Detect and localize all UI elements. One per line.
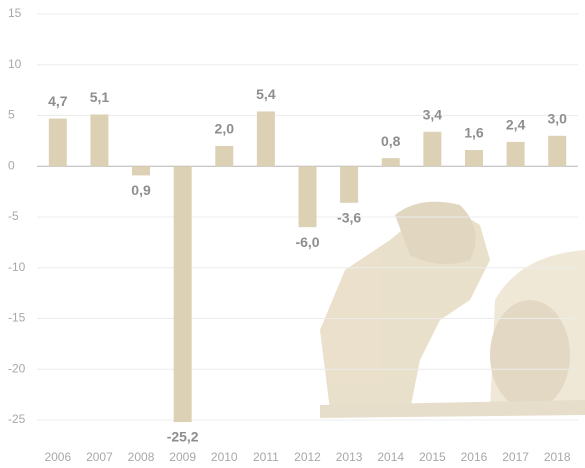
x-tick-label: 2018 bbox=[544, 450, 571, 464]
y-tick-label: -20 bbox=[8, 361, 26, 375]
x-tick-label: 2010 bbox=[211, 450, 238, 464]
x-tick-label: 2006 bbox=[44, 450, 71, 464]
y-tick-label: 5 bbox=[8, 108, 15, 122]
chart: -25 -20 -15 -10 -5 0 5 10 15 2006 4,7 2007 5,1 2008 0,… bbox=[0, 0, 585, 468]
x-tick-label: 2012 bbox=[294, 450, 321, 464]
value-label: -25,2 bbox=[167, 429, 199, 445]
y-tick-label: 0 bbox=[8, 158, 15, 172]
bar bbox=[49, 119, 67, 167]
x-tick-label: 2009 bbox=[169, 450, 196, 464]
x-tick-label: 2011 bbox=[253, 450, 279, 464]
value-label: 2,0 bbox=[215, 121, 235, 137]
value-label: 5,1 bbox=[90, 89, 110, 105]
bar bbox=[257, 111, 275, 166]
bar bbox=[132, 166, 150, 175]
value-label: 0,9 bbox=[131, 182, 151, 198]
y-tick-label: 10 bbox=[8, 57, 22, 71]
x-tick-label: 2015 bbox=[419, 450, 446, 464]
value-label: 0,8 bbox=[381, 133, 401, 149]
value-label: -6,0 bbox=[295, 234, 319, 250]
bar bbox=[299, 166, 317, 227]
y-tick-label: -10 bbox=[8, 260, 26, 274]
bar bbox=[174, 166, 192, 422]
bar bbox=[423, 132, 441, 167]
bar bbox=[382, 158, 400, 166]
bar bbox=[507, 142, 525, 166]
x-tick-label: 2013 bbox=[336, 450, 363, 464]
value-label: 2,4 bbox=[506, 117, 526, 133]
bar bbox=[465, 150, 483, 166]
value-label: 1,6 bbox=[464, 125, 484, 141]
y-tick-label: 15 bbox=[8, 6, 22, 20]
y-tick-label: -25 bbox=[8, 412, 26, 426]
bar bbox=[340, 166, 358, 203]
x-tick-label: 2016 bbox=[461, 450, 488, 464]
background-illustration bbox=[320, 202, 585, 418]
x-tick-label: 2008 bbox=[128, 450, 155, 464]
bar bbox=[548, 136, 566, 166]
y-tick-label: -15 bbox=[8, 311, 26, 325]
value-label: 4,7 bbox=[48, 93, 68, 109]
value-label: 3,0 bbox=[547, 111, 567, 127]
value-label: 3,4 bbox=[423, 106, 443, 122]
value-label: 5,4 bbox=[256, 86, 276, 102]
bar bbox=[215, 146, 233, 166]
x-tick-label: 2014 bbox=[377, 450, 404, 464]
x-tick-label: 2017 bbox=[502, 450, 529, 464]
y-tick-label: -5 bbox=[8, 209, 19, 223]
value-label: -3,6 bbox=[337, 209, 361, 225]
bar bbox=[90, 114, 108, 166]
x-tick-label: 2007 bbox=[86, 450, 113, 464]
